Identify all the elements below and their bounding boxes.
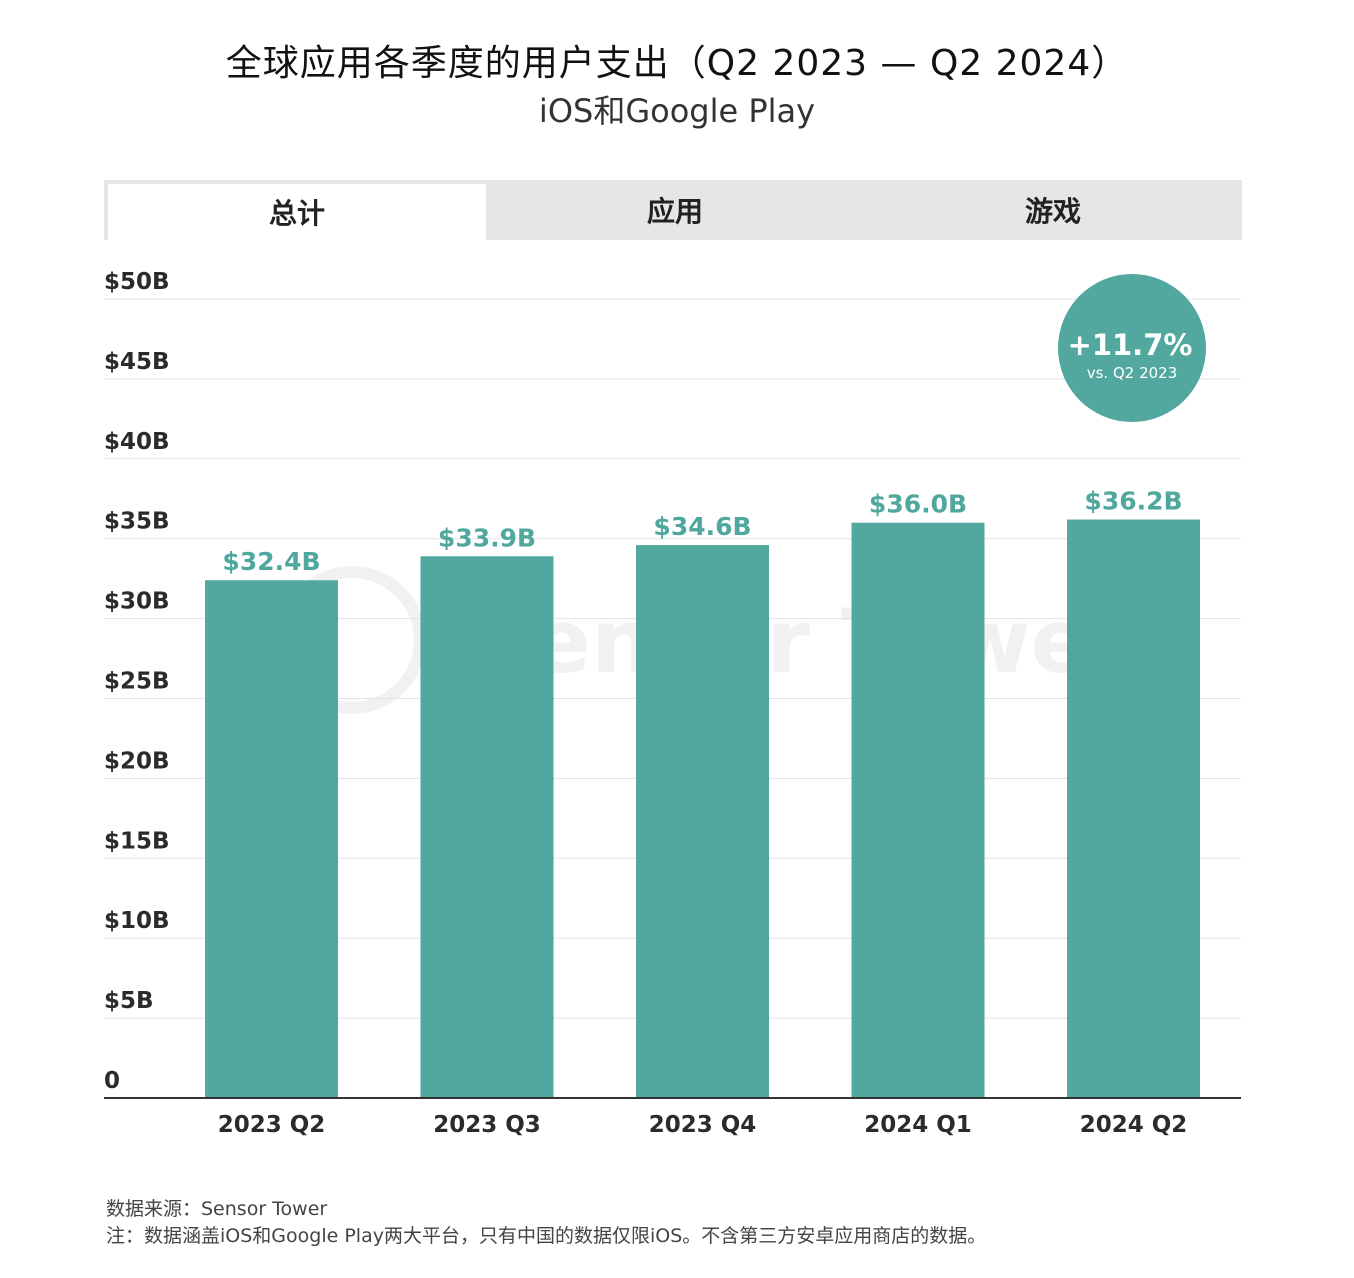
tab-games[interactable]: 游戏: [1024, 195, 1081, 228]
chart-title: 全球应用各季度的用户支出（Q2 2023 — Q2 2024）: [225, 43, 1129, 84]
y-tick-label: $50B: [104, 269, 170, 295]
y-tick-label: $10B: [104, 908, 170, 934]
bar: [1067, 519, 1200, 1098]
tab-total[interactable]: 总计: [108, 184, 486, 240]
tab-apps[interactable]: 应用: [646, 195, 703, 228]
x-tick-label: 2023 Q4: [649, 1112, 757, 1138]
footer: 数据来源：Sensor Tower 注：数据涵盖iOS和Google Play两…: [106, 1196, 986, 1250]
y-tick-label: $35B: [104, 509, 170, 535]
x-tick-label: 2024 Q2: [1080, 1112, 1188, 1138]
watermark: Sensor Tower: [278, 566, 1134, 714]
x-tick-label: 2023 Q2: [218, 1112, 326, 1138]
y-tick-label: $45B: [104, 349, 170, 375]
watermark-text: Sensor Tower: [468, 590, 1134, 693]
bar: [205, 580, 338, 1098]
data-label: $36.2B: [1084, 487, 1182, 516]
growth-badge-caption: vs. Q2 2023: [1087, 364, 1178, 382]
x-tick-label: 2024 Q1: [864, 1112, 972, 1138]
tab-bar: 总计 应用 游戏: [104, 180, 1242, 240]
y-tick-label: $40B: [104, 429, 170, 455]
coverage-note: 注：数据涵盖iOS和Google Play两大平台，只有中国的数据仅限iOS。不…: [106, 1225, 987, 1247]
y-tick-label: $30B: [104, 589, 170, 615]
bar: [851, 522, 985, 1098]
growth-badge-circle: [1058, 274, 1206, 422]
y-tick-label: $15B: [104, 828, 170, 854]
data-label: $33.9B: [438, 523, 536, 552]
bar: [636, 545, 769, 1098]
bar: [420, 556, 554, 1098]
y-tick-label: 0: [104, 1068, 120, 1094]
data-label: $36.0B: [869, 490, 967, 519]
data-label: $34.6B: [653, 512, 751, 541]
y-tick-label: $25B: [104, 669, 170, 695]
y-tick-label: $20B: [104, 748, 170, 774]
data-label: $32.4B: [222, 547, 320, 576]
x-tick-label: 2023 Q3: [433, 1112, 541, 1138]
y-tick-label: $5B: [104, 988, 154, 1014]
chart-subtitle: iOS和Google Play: [538, 92, 816, 130]
source-note: 数据来源：Sensor Tower: [106, 1198, 328, 1220]
growth-badge-value: +11.7%: [1068, 328, 1193, 362]
growth-badge: +11.7% vs. Q2 2023: [1058, 274, 1206, 422]
